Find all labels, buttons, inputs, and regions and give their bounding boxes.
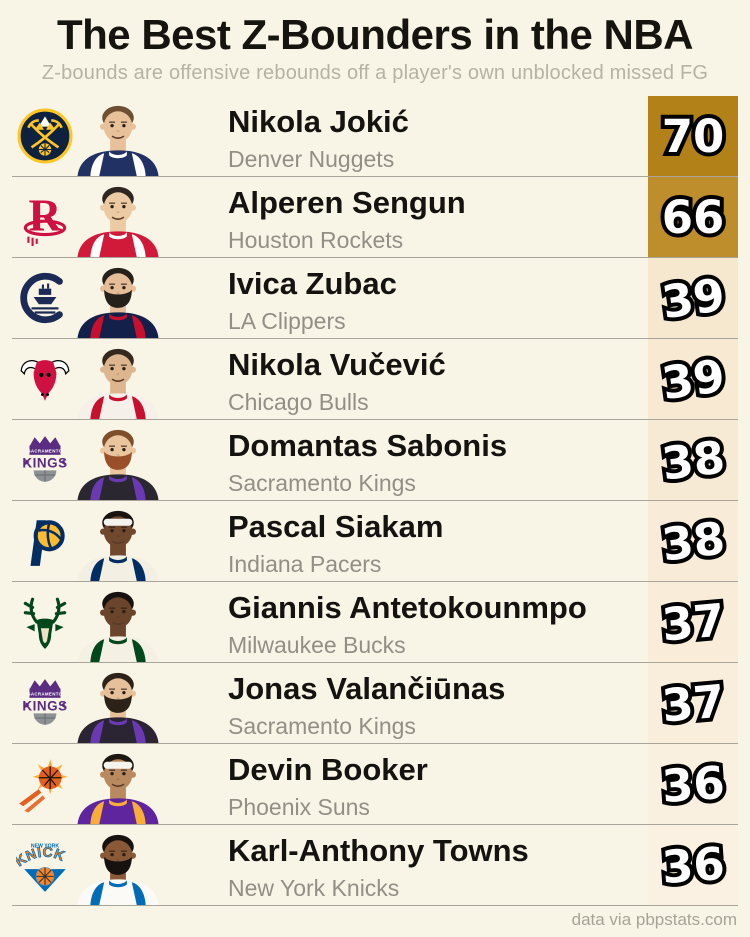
- player-info: Pascal Siakam Indiana Pacers: [228, 509, 444, 578]
- player-photo: [66, 744, 170, 824]
- player-photo: [66, 96, 170, 176]
- player-name: Nikola Vučević: [228, 347, 446, 382]
- player-photo: [66, 582, 170, 662]
- player-name: Alperen Sengun: [228, 185, 466, 220]
- zbounds-value-badge: [648, 420, 738, 501]
- rockets-logo-icon: R: [16, 188, 74, 246]
- player-name: Karl-Anthony Towns: [228, 833, 529, 868]
- player-info: Alperen Sengun Houston Rockets: [228, 185, 466, 254]
- zbounds-value: [660, 597, 726, 647]
- leaderboard: Nikola Jokić Denver Nuggets R Alperen Se…: [0, 96, 750, 906]
- player-name: Jonas Valančiūnas: [228, 671, 506, 706]
- leaderboard-row: Giannis Antetokounmpo Milwaukee Bucks: [0, 582, 750, 663]
- player-info: Giannis Antetokounmpo Milwaukee Bucks: [228, 590, 587, 659]
- player-photo: [66, 501, 170, 581]
- kings-logo-icon: SACRAMENTO KINGS: [16, 431, 74, 489]
- leaderboard-row: Nikola Vučević Chicago Bulls: [0, 339, 750, 420]
- leaderboard-row: SACRAMENTO KINGS Jonas Valančiūnas Sacra…: [0, 663, 750, 744]
- player-name: Giannis Antetokounmpo: [228, 590, 587, 625]
- zbounds-value-badge: [648, 258, 738, 339]
- bulls-logo-icon: [16, 350, 74, 408]
- svg-text:KINGS: KINGS: [22, 455, 67, 470]
- player-info: Ivica Zubac LA Clippers: [228, 266, 397, 335]
- zbounds-value-badge: [648, 663, 738, 744]
- leaderboard-row: Ivica Zubac LA Clippers: [0, 258, 750, 339]
- player-info: Karl-Anthony Towns New York Knicks: [228, 833, 529, 902]
- team-name: Houston Rockets: [228, 227, 404, 254]
- suns-logo-icon: [16, 755, 74, 813]
- player-name: Domantas Sabonis: [228, 428, 508, 463]
- knicks-logo-icon: NEW YORK KNICKS: [16, 836, 74, 894]
- team-name: Sacramento Kings: [228, 470, 416, 497]
- zbounds-value: [659, 434, 727, 486]
- zbounds-value: [660, 678, 726, 728]
- player-photo: [66, 420, 170, 500]
- team-name: Milwaukee Bucks: [228, 632, 406, 659]
- svg-text:KNICKS: KNICKS: [16, 836, 68, 869]
- zbounds-value-badge: [648, 339, 738, 420]
- zbounds-value: [662, 114, 725, 159]
- svg-text:SACRAMENTO: SACRAMENTO: [28, 449, 63, 454]
- player-info: Nikola Jokić Denver Nuggets: [228, 104, 409, 173]
- page-subtitle: Z-bounds are offensive rebounds off a pl…: [41, 62, 709, 85]
- nuggets-logo-icon: [16, 107, 74, 165]
- player-info: Devin Booker Phoenix Suns: [228, 752, 428, 821]
- player-info: Jonas Valančiūnas Sacramento Kings: [228, 671, 506, 740]
- zbounds-value: [660, 760, 726, 809]
- zbounds-value: [662, 195, 725, 240]
- leaderboard-row: NEW YORK KNICKS Karl-Anthony Towns New Y…: [0, 825, 750, 906]
- team-name: Phoenix Suns: [228, 794, 370, 821]
- zbounds-value: [659, 515, 727, 567]
- team-name: Indiana Pacers: [228, 551, 382, 578]
- zbounds-value-badge: [648, 501, 738, 582]
- svg-text:SACRAMENTO: SACRAMENTO: [28, 692, 63, 697]
- leaderboard-row: Nikola Jokić Denver Nuggets: [0, 96, 750, 177]
- player-name: Ivica Zubac: [228, 266, 397, 301]
- zbounds-value-badge: [648, 744, 738, 825]
- team-name: Denver Nuggets: [228, 146, 395, 173]
- leaderboard-row: R Alperen Sengun Houston Rockets: [0, 177, 750, 258]
- footer-credit: data via pbpstats.com: [571, 910, 737, 929]
- clippers-logo-icon: [16, 269, 74, 327]
- player-photo: [66, 339, 170, 419]
- page-title: The Best Z-Bounders in the NBA: [56, 11, 694, 58]
- player-photo: [66, 177, 170, 257]
- player-name: Nikola Jokić: [228, 104, 409, 139]
- team-name: LA Clippers: [228, 308, 346, 335]
- leaderboard-row: Pascal Siakam Indiana Pacers: [0, 501, 750, 582]
- player-info: Nikola Vučević Chicago Bulls: [228, 347, 446, 416]
- player-photo: [66, 663, 170, 743]
- zbounds-value-badge: [648, 825, 738, 906]
- zbounds-value: [659, 272, 727, 325]
- player-info: Domantas Sabonis Sacramento Kings: [228, 428, 508, 497]
- svg-text:NEW YORK: NEW YORK: [31, 843, 60, 849]
- zbounds-value-badge: [648, 582, 738, 663]
- zbounds-value-badge: [648, 177, 738, 258]
- zbounds-value: [660, 841, 726, 890]
- svg-text:KINGS: KINGS: [22, 698, 67, 713]
- leaderboard-row: Devin Booker Phoenix Suns: [0, 744, 750, 825]
- zbounds-value: [659, 353, 727, 406]
- kings-logo-icon: SACRAMENTO KINGS: [16, 674, 74, 732]
- player-name: Pascal Siakam: [228, 509, 444, 544]
- bucks-logo-icon: [16, 593, 74, 651]
- player-photo: [66, 825, 170, 905]
- team-name: New York Knicks: [228, 875, 400, 902]
- team-name: Chicago Bulls: [228, 389, 369, 416]
- leaderboard-row: SACRAMENTO KINGS Domantas Sabonis Sacram…: [0, 420, 750, 501]
- pacers-logo-icon: [16, 512, 74, 570]
- team-name: Sacramento Kings: [228, 713, 416, 740]
- player-name: Devin Booker: [228, 752, 428, 787]
- player-photo: [66, 258, 170, 338]
- zbounds-value-badge: [648, 96, 738, 177]
